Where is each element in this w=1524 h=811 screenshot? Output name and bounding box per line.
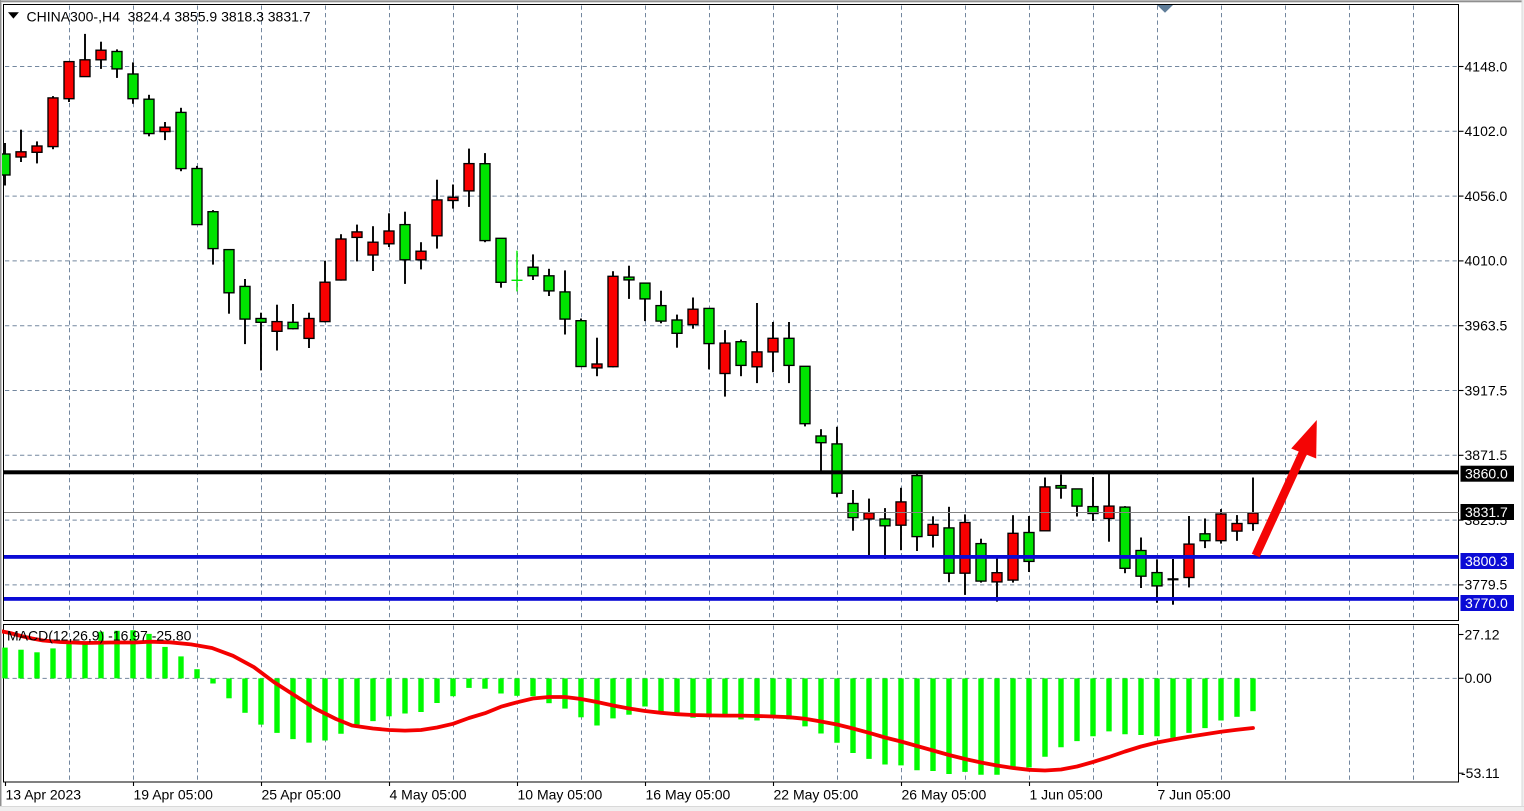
svg-text:3963.5: 3963.5 — [1465, 318, 1508, 334]
svg-text:0.00: 0.00 — [1465, 670, 1492, 686]
svg-text:25 Apr 05:00: 25 Apr 05:00 — [262, 787, 342, 803]
svg-text:3871.5: 3871.5 — [1465, 447, 1508, 463]
svg-text:4 May 05:00: 4 May 05:00 — [390, 787, 467, 803]
svg-text:3860.0: 3860.0 — [1465, 466, 1508, 482]
svg-text:27.12: 27.12 — [1465, 626, 1500, 642]
svg-text:13 Apr 2023: 13 Apr 2023 — [6, 787, 82, 803]
svg-text:MACD(12,26,9) -16.97 -25.80: MACD(12,26,9) -16.97 -25.80 — [7, 628, 192, 644]
svg-text:4056.0: 4056.0 — [1465, 188, 1508, 204]
svg-text:16 May 05:00: 16 May 05:00 — [646, 787, 731, 803]
svg-text:3779.5: 3779.5 — [1465, 577, 1508, 593]
svg-text:7 Jun 05:00: 7 Jun 05:00 — [1158, 787, 1231, 803]
svg-text:19 Apr 05:00: 19 Apr 05:00 — [134, 787, 214, 803]
svg-text:3770.0: 3770.0 — [1465, 595, 1508, 611]
svg-text:4148.0: 4148.0 — [1465, 58, 1508, 74]
svg-text:3800.3: 3800.3 — [1465, 553, 1508, 569]
svg-text:4102.0: 4102.0 — [1465, 123, 1508, 139]
svg-text:10 May 05:00: 10 May 05:00 — [518, 787, 603, 803]
svg-text:1 Jun 05:00: 1 Jun 05:00 — [1030, 787, 1103, 803]
svg-text:-53.11: -53.11 — [1461, 765, 1500, 781]
svg-text:3831.7: 3831.7 — [1465, 504, 1508, 520]
svg-text:22 May 05:00: 22 May 05:00 — [774, 787, 859, 803]
svg-text:3917.5: 3917.5 — [1465, 382, 1508, 398]
svg-text:26 May 05:00: 26 May 05:00 — [902, 787, 987, 803]
svg-text:4010.0: 4010.0 — [1465, 253, 1508, 269]
svg-text:CHINA300-,H4 3824.4 3855.9 38: CHINA300-,H4 3824.4 3855.9 3818.3 3831.7 — [27, 8, 311, 24]
